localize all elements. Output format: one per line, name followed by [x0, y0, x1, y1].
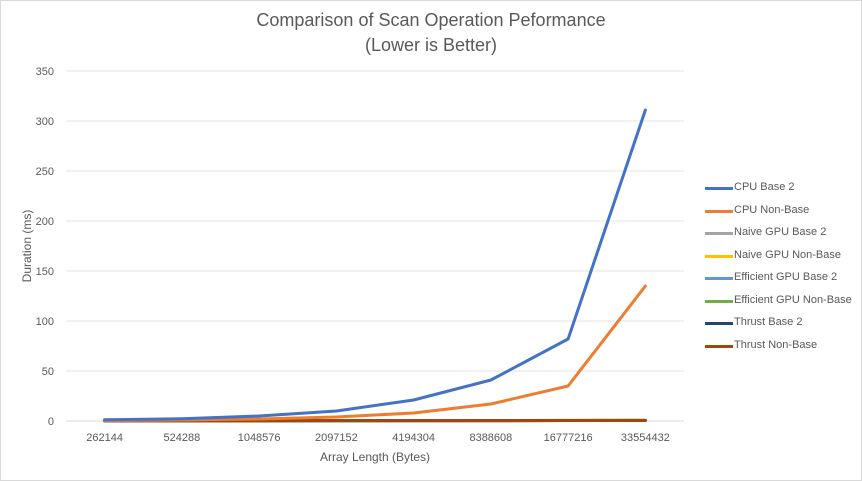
legend-swatch [705, 322, 733, 325]
legend-label: CPU Base 2 [734, 181, 795, 193]
y-axis-label: Duration (ms) [20, 210, 34, 283]
legend-swatch [705, 232, 733, 235]
x-axis-label: Array Length (Bytes) [320, 450, 430, 464]
y-tick-label: 250 [36, 166, 54, 178]
y-tick-label: 50 [42, 366, 54, 378]
legend-label: Naive GPU Non-Base [734, 248, 841, 261]
legend-swatch [705, 344, 733, 348]
y-tick-label: 150 [36, 266, 54, 278]
x-tick-label: 16777216 [544, 432, 593, 444]
x-tick-label: 4194304 [392, 432, 435, 444]
legend-swatch [705, 209, 733, 213]
x-tick-label: 262144 [86, 432, 123, 444]
chart-title: Comparison of Scan Operation Peformance [256, 10, 606, 30]
legend-swatch [705, 277, 733, 280]
chart-subtitle: (Lower is Better) [364, 35, 498, 55]
x-tick-label: 33554432 [621, 432, 670, 444]
x-tick-label: 2097152 [315, 432, 358, 444]
legend-label: Efficient GPU Non-Base [734, 293, 852, 306]
legend-label: Efficient GPU Base 2 [734, 271, 838, 283]
y-tick-label: 200 [36, 216, 54, 228]
y-tick-label: 100 [36, 316, 54, 328]
x-tick-label: 524288 [164, 432, 201, 444]
legend-swatch [705, 187, 733, 190]
legend-label: Naive GPU Base 2 [734, 226, 827, 238]
y-tick-label: 0 [48, 416, 54, 428]
legend-swatch [705, 299, 733, 303]
y-tick-label: 300 [36, 116, 54, 128]
series-line-cpu-non-base [103, 284, 647, 422]
legend-swatch [705, 254, 733, 258]
legend-label: Thrust Non-Base [734, 338, 818, 351]
x-tick-label: 1048576 [238, 432, 281, 444]
x-tick-label: 8388608 [469, 432, 512, 444]
y-tick-label: 350 [36, 66, 54, 78]
legend-label: Thrust Base 2 [734, 316, 803, 328]
series-line-cpu-base-2 [103, 108, 647, 422]
legend-label: CPU Non-Base [734, 203, 810, 216]
